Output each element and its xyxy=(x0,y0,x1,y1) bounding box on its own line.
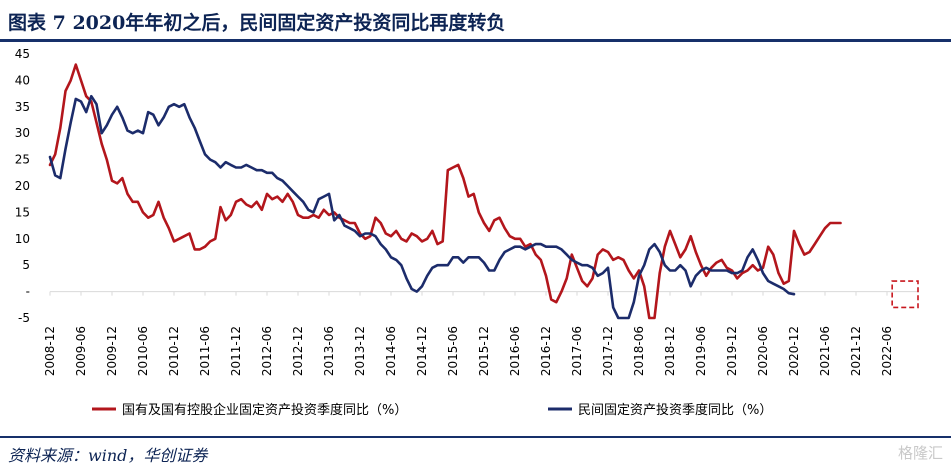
x-tick-label: 2019-06 xyxy=(694,326,708,376)
x-tick-label: 2021-12 xyxy=(849,326,863,376)
x-tick-label: 2011-12 xyxy=(229,326,243,376)
y-tick-label: 35 xyxy=(15,100,30,114)
y-tick-label: 25 xyxy=(15,153,30,167)
source-note: 资料来源：wind，华创证券 xyxy=(8,446,208,465)
y-tick-label: 10 xyxy=(15,232,30,246)
y-tick-label: 15 xyxy=(15,205,30,219)
y-tick-label: 40 xyxy=(15,73,30,87)
x-tick-label: 2012-06 xyxy=(260,326,274,376)
figure-title: 图表 7 2020年年初之后，民间固定资产投资同比再度转负 xyxy=(8,12,506,34)
x-tick-label: 2009-06 xyxy=(74,326,88,376)
x-tick-label: 2014-06 xyxy=(384,326,398,376)
y-tick-label: - xyxy=(26,285,30,299)
x-tick-label: 2016-12 xyxy=(539,326,553,376)
highlight-rect xyxy=(891,280,919,309)
x-tick-label: 2009-12 xyxy=(105,326,119,376)
y-tick-label: 5 xyxy=(22,258,30,272)
x-tick-label: 2017-12 xyxy=(601,326,615,376)
legend-label: 民间固定资产投资季度同比（%） xyxy=(578,402,772,418)
x-tick-label: 2018-06 xyxy=(632,326,646,376)
x-tick-label: 2018-12 xyxy=(663,326,677,376)
watermark: 格隆汇 xyxy=(897,444,943,462)
x-tick-label: 2016-06 xyxy=(508,326,522,376)
x-tick-label: 2017-06 xyxy=(570,326,584,376)
legend: 国有及国有控股企业固定资产投资季度同比（%） 民间固定资产投资季度同比（%） xyxy=(92,402,772,418)
x-tick-label: 2013-12 xyxy=(353,326,367,376)
x-tick-label: 2013-06 xyxy=(322,326,336,376)
y-tick-label: 45 xyxy=(15,47,30,61)
x-tick-label: 2014-12 xyxy=(415,326,429,376)
x-tick-labels: 2008-12 2009-06 2009-12 2010-06 2010-12 2011-… xyxy=(43,326,894,376)
y-tick-label: 20 xyxy=(15,179,30,193)
x-tick-label: 2019-12 xyxy=(725,326,739,376)
y-tick-label: -5 xyxy=(18,311,30,325)
source-rule xyxy=(0,436,951,438)
x-tick-label: 2012-12 xyxy=(291,326,305,376)
series-line-state-owned xyxy=(48,63,842,320)
x-tick-label: 2021-06 xyxy=(818,326,832,376)
axes xyxy=(49,291,918,296)
x-tick-label: 2020-06 xyxy=(756,326,770,376)
x-tick-label: 2015-12 xyxy=(477,326,491,376)
x-tick-label: 2020-12 xyxy=(787,326,801,376)
series-lines xyxy=(48,63,842,320)
x-tick-label: 2010-06 xyxy=(136,326,150,376)
x-tick-label: 2011-06 xyxy=(198,326,212,376)
highlight-box xyxy=(891,280,919,309)
x-tick-label: 2022-06 xyxy=(880,326,894,376)
x-tick-label: 2010-12 xyxy=(167,326,181,376)
legend-label: 国有及国有控股企业固定资产投资季度同比（%） xyxy=(122,402,407,418)
x-tick-label: 2008-12 xyxy=(43,326,57,376)
series-line-private xyxy=(48,94,796,320)
title-rule xyxy=(0,39,951,42)
y-tick-label: 30 xyxy=(15,126,30,140)
x-tick-label: 2015-06 xyxy=(446,326,460,376)
